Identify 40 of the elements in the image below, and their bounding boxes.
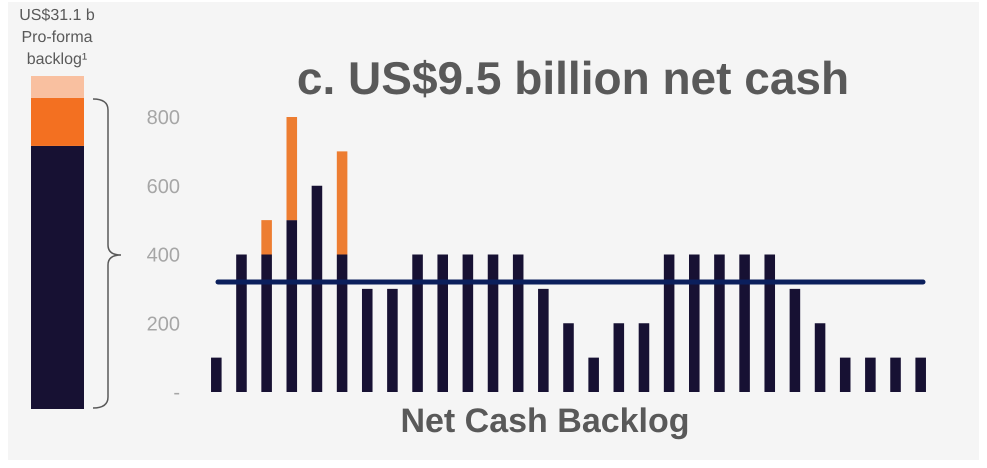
bar [336, 151, 348, 254]
chart-title: US$31.1 b Pro-forma backlog¹ [19, 7, 95, 68]
y-tick-label: 600 [146, 176, 180, 198]
bar [312, 186, 322, 392]
bar [664, 254, 674, 392]
bar [865, 358, 876, 392]
bar [538, 288, 549, 392]
bar [814, 323, 826, 392]
bar [387, 288, 398, 392]
bar [739, 254, 750, 392]
bar [689, 254, 700, 392]
bar [286, 117, 298, 220]
bar [890, 358, 901, 392]
y-tick-label: 400 [146, 244, 180, 266]
bar [563, 323, 574, 392]
chart-title: c. US$9.5 billion net cash [296, 52, 850, 104]
bar [437, 254, 448, 392]
bar [211, 358, 222, 392]
bar [488, 254, 498, 392]
y-tick-label: 200 [146, 313, 180, 336]
bar [614, 323, 624, 392]
bar [462, 254, 474, 392]
bar [412, 254, 423, 392]
x-axis-title: Net Cash Backlog [400, 402, 690, 440]
bar [336, 254, 348, 392]
bar [588, 358, 599, 392]
bar [261, 254, 272, 392]
bar [790, 288, 800, 392]
bar [512, 254, 524, 392]
bar [638, 323, 650, 392]
bar [236, 254, 247, 392]
y-tick-label: 800 [146, 107, 180, 129]
bar [915, 358, 926, 392]
bar [840, 358, 850, 392]
bar [286, 220, 298, 392]
y-tick-label: - [173, 382, 180, 404]
bar [714, 254, 725, 392]
bar [261, 220, 272, 254]
bar [362, 288, 373, 392]
bar [764, 254, 776, 392]
